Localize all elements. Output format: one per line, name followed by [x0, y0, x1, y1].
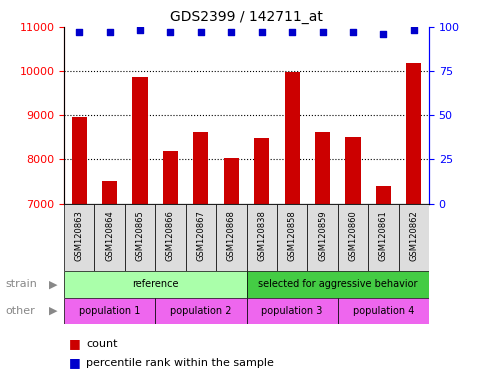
Text: population 2: population 2 [170, 306, 232, 316]
Text: GSM120861: GSM120861 [379, 210, 388, 261]
Text: GSM120862: GSM120862 [409, 210, 418, 261]
Bar [186, 204, 216, 271]
FancyBboxPatch shape [64, 298, 155, 324]
Point [288, 29, 296, 35]
Text: other: other [5, 306, 35, 316]
Bar [193, 132, 209, 204]
Text: population 4: population 4 [352, 306, 414, 316]
Bar [163, 151, 178, 204]
Point [106, 29, 113, 35]
Bar [368, 204, 398, 271]
Bar [338, 204, 368, 271]
Text: GSM120859: GSM120859 [318, 210, 327, 261]
Text: GSM120865: GSM120865 [136, 210, 144, 261]
Text: ■: ■ [69, 337, 81, 350]
Text: ▶: ▶ [49, 279, 58, 289]
Bar [345, 137, 360, 204]
Bar [277, 204, 307, 271]
Text: GSM120867: GSM120867 [196, 210, 206, 261]
Bar [246, 204, 277, 271]
Bar [406, 63, 422, 204]
Text: selected for aggressive behavior: selected for aggressive behavior [258, 279, 418, 289]
Bar [102, 180, 117, 204]
Point [75, 29, 83, 35]
Point [227, 29, 235, 35]
Bar [254, 138, 269, 204]
Point [318, 29, 326, 35]
Point [380, 31, 387, 37]
FancyBboxPatch shape [155, 298, 246, 324]
Point [167, 29, 175, 35]
Text: population 3: population 3 [261, 306, 323, 316]
Text: GSM120866: GSM120866 [166, 210, 175, 261]
Text: ▶: ▶ [49, 306, 58, 316]
Text: GSM120858: GSM120858 [287, 210, 297, 261]
Bar [216, 204, 246, 271]
Text: GSM120860: GSM120860 [349, 210, 357, 261]
Bar [315, 132, 330, 204]
Text: GSM120864: GSM120864 [105, 210, 114, 261]
Point [349, 29, 357, 35]
Bar [307, 204, 338, 271]
Bar [125, 204, 155, 271]
Text: GSM120863: GSM120863 [75, 210, 84, 261]
Bar [64, 204, 95, 271]
Bar [95, 204, 125, 271]
Text: strain: strain [5, 279, 37, 289]
Bar [133, 77, 148, 204]
Point [410, 27, 418, 33]
Bar [71, 118, 87, 204]
Point [197, 29, 205, 35]
FancyBboxPatch shape [338, 298, 429, 324]
Point [136, 27, 144, 33]
Bar [155, 204, 186, 271]
Text: count: count [86, 339, 118, 349]
FancyBboxPatch shape [246, 271, 429, 298]
FancyBboxPatch shape [246, 298, 338, 324]
Point [258, 29, 266, 35]
Bar [224, 159, 239, 204]
Text: ■: ■ [69, 356, 81, 369]
Bar [398, 204, 429, 271]
Text: percentile rank within the sample: percentile rank within the sample [86, 358, 274, 368]
Text: GSM120868: GSM120868 [227, 210, 236, 261]
Text: population 1: population 1 [79, 306, 141, 316]
FancyBboxPatch shape [64, 271, 246, 298]
Title: GDS2399 / 142711_at: GDS2399 / 142711_at [170, 10, 323, 25]
Bar [284, 72, 300, 204]
Bar [376, 186, 391, 204]
Text: reference: reference [132, 279, 178, 289]
Text: GSM120838: GSM120838 [257, 210, 266, 261]
